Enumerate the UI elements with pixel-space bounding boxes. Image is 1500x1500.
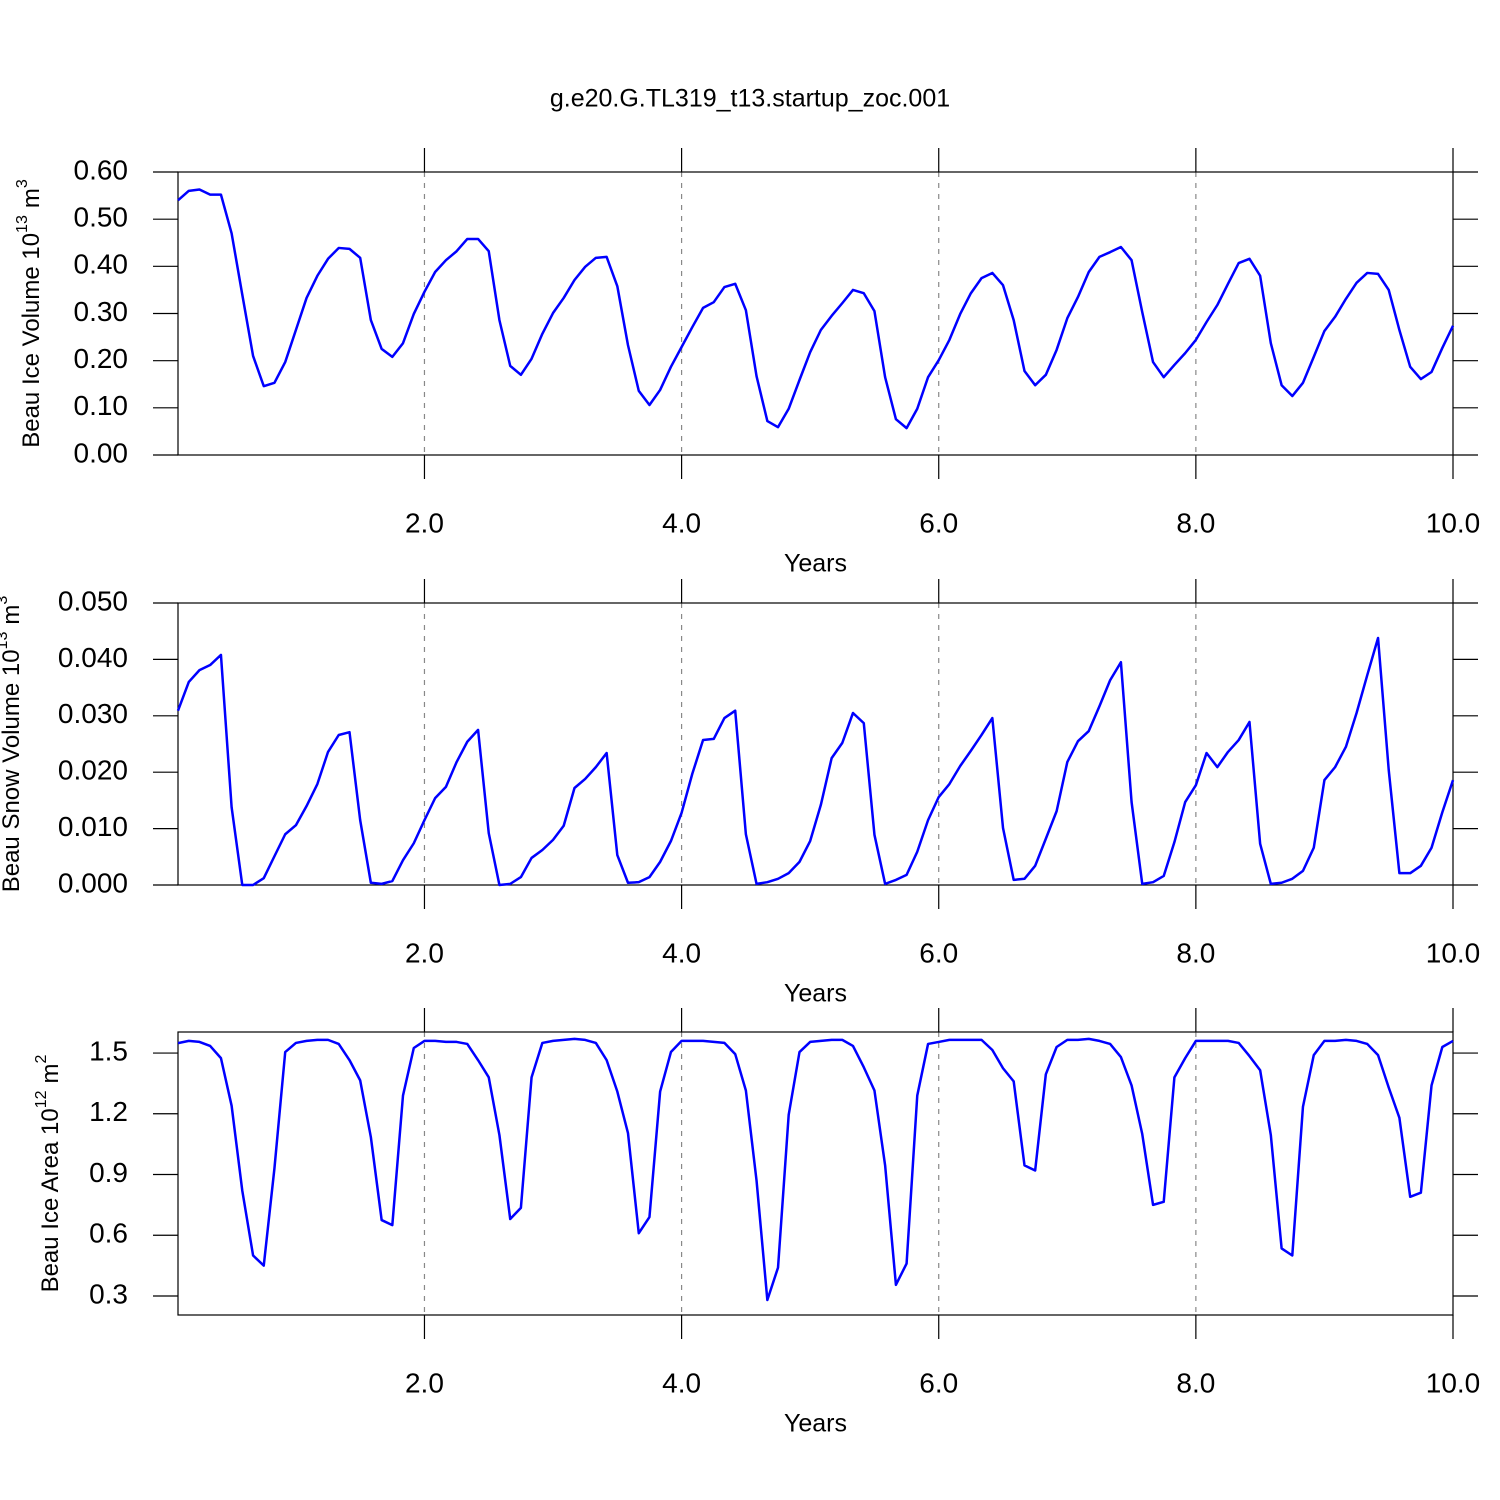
x-tick-label: 2.0 — [405, 507, 444, 538]
y-tick-label: 0.3 — [89, 1278, 128, 1309]
x-tick-label: 8.0 — [1176, 1367, 1215, 1398]
y-tick-label: 0.00 — [74, 437, 129, 468]
x-tick-label: 4.0 — [662, 1367, 701, 1398]
y-tick-label: 0.9 — [89, 1157, 128, 1188]
x-tick-label: 10.0 — [1426, 937, 1481, 968]
y-axis-label: Beau Ice Volume 1013 m3 — [14, 179, 45, 448]
plot-frame — [177, 171, 1454, 456]
y-tick-label: 1.2 — [89, 1096, 128, 1127]
x-tick-label: 10.0 — [1426, 507, 1481, 538]
plot-frame — [177, 1031, 1454, 1316]
y-label-unit: m — [0, 605, 25, 625]
y-tick-label: 0.30 — [74, 296, 129, 327]
y-tick-label: 0.10 — [74, 390, 129, 421]
x-tick-label: 6.0 — [919, 937, 958, 968]
y-axis-label: Beau Ice Area 1012 m2 — [33, 1054, 64, 1292]
y-label-unit-exponent: 3 — [0, 596, 11, 605]
y-tick-label: 1.5 — [89, 1035, 128, 1066]
plot-frame — [177, 602, 1454, 886]
x-axis-label: Years — [784, 550, 847, 578]
y-tick-label: 0.40 — [74, 249, 129, 280]
x-tick-label: 6.0 — [919, 507, 958, 538]
y-label-unit: m — [18, 188, 45, 208]
y-label-exponent: 13 — [14, 215, 31, 233]
x-tick-label: 2.0 — [405, 1367, 444, 1398]
x-tick-label: 10.0 — [1426, 1367, 1481, 1398]
x-tick-label: 4.0 — [662, 937, 701, 968]
y-tick-label: 0.6 — [89, 1218, 128, 1249]
y-label-unit: m — [37, 1063, 64, 1083]
panel: 2.0 4.0 6.0 8.0 10.0 0.00 0.10 0.20 0.30 0.40 0.50… — [14, 148, 1480, 578]
x-tick-label: 4.0 — [662, 507, 701, 538]
y-tick-label: 0.20 — [74, 343, 129, 374]
y-tick-label: 0.050 — [58, 585, 128, 616]
y-tick-label: 0.010 — [58, 811, 128, 842]
y-label-exponent: 12 — [33, 1090, 50, 1108]
y-label-unit-exponent: 2 — [33, 1054, 50, 1063]
x-tick-label: 8.0 — [1176, 937, 1215, 968]
y-tick-label: 0.000 — [58, 867, 128, 898]
x-axis-label: Years — [784, 1410, 847, 1438]
x-tick-label: 2.0 — [405, 937, 444, 968]
data-line — [176, 636, 1455, 887]
panel: 2.0 4.0 6.0 8.0 10.0 0.3 0.6 0.9 1.2 1.5 Years Beau… — [33, 1008, 1480, 1438]
y-label-exponent: 13 — [0, 632, 11, 650]
y-tick-label: 0.020 — [58, 755, 128, 786]
y-label-text: Beau Ice Volume 10 — [18, 233, 45, 448]
figure-title: g.e20.G.TL319_t13.startup_zoc.001 — [550, 85, 950, 113]
y-label-text: Beau Snow Volume 10 — [0, 649, 25, 892]
y-label-unit-exponent: 3 — [14, 179, 31, 188]
y-label-text: Beau Ice Area 10 — [37, 1108, 64, 1292]
y-tick-label: 0.040 — [58, 642, 128, 673]
y-axis-label: Beau Snow Volume 1013 m3 — [0, 596, 25, 893]
y-tick-label: 0.50 — [74, 202, 129, 233]
x-tick-label: 8.0 — [1176, 507, 1215, 538]
data-line — [177, 188, 1455, 430]
x-tick-label: 6.0 — [919, 1367, 958, 1398]
panel: 2.0 4.0 6.0 8.0 10.0 0.000 0.010 0.020 0.030 0.04… — [0, 579, 1480, 1008]
data-line — [177, 1037, 1454, 1302]
x-axis-label: Years — [784, 980, 847, 1008]
y-tick-label: 0.60 — [74, 154, 129, 185]
y-tick-label: 0.030 — [58, 698, 128, 729]
